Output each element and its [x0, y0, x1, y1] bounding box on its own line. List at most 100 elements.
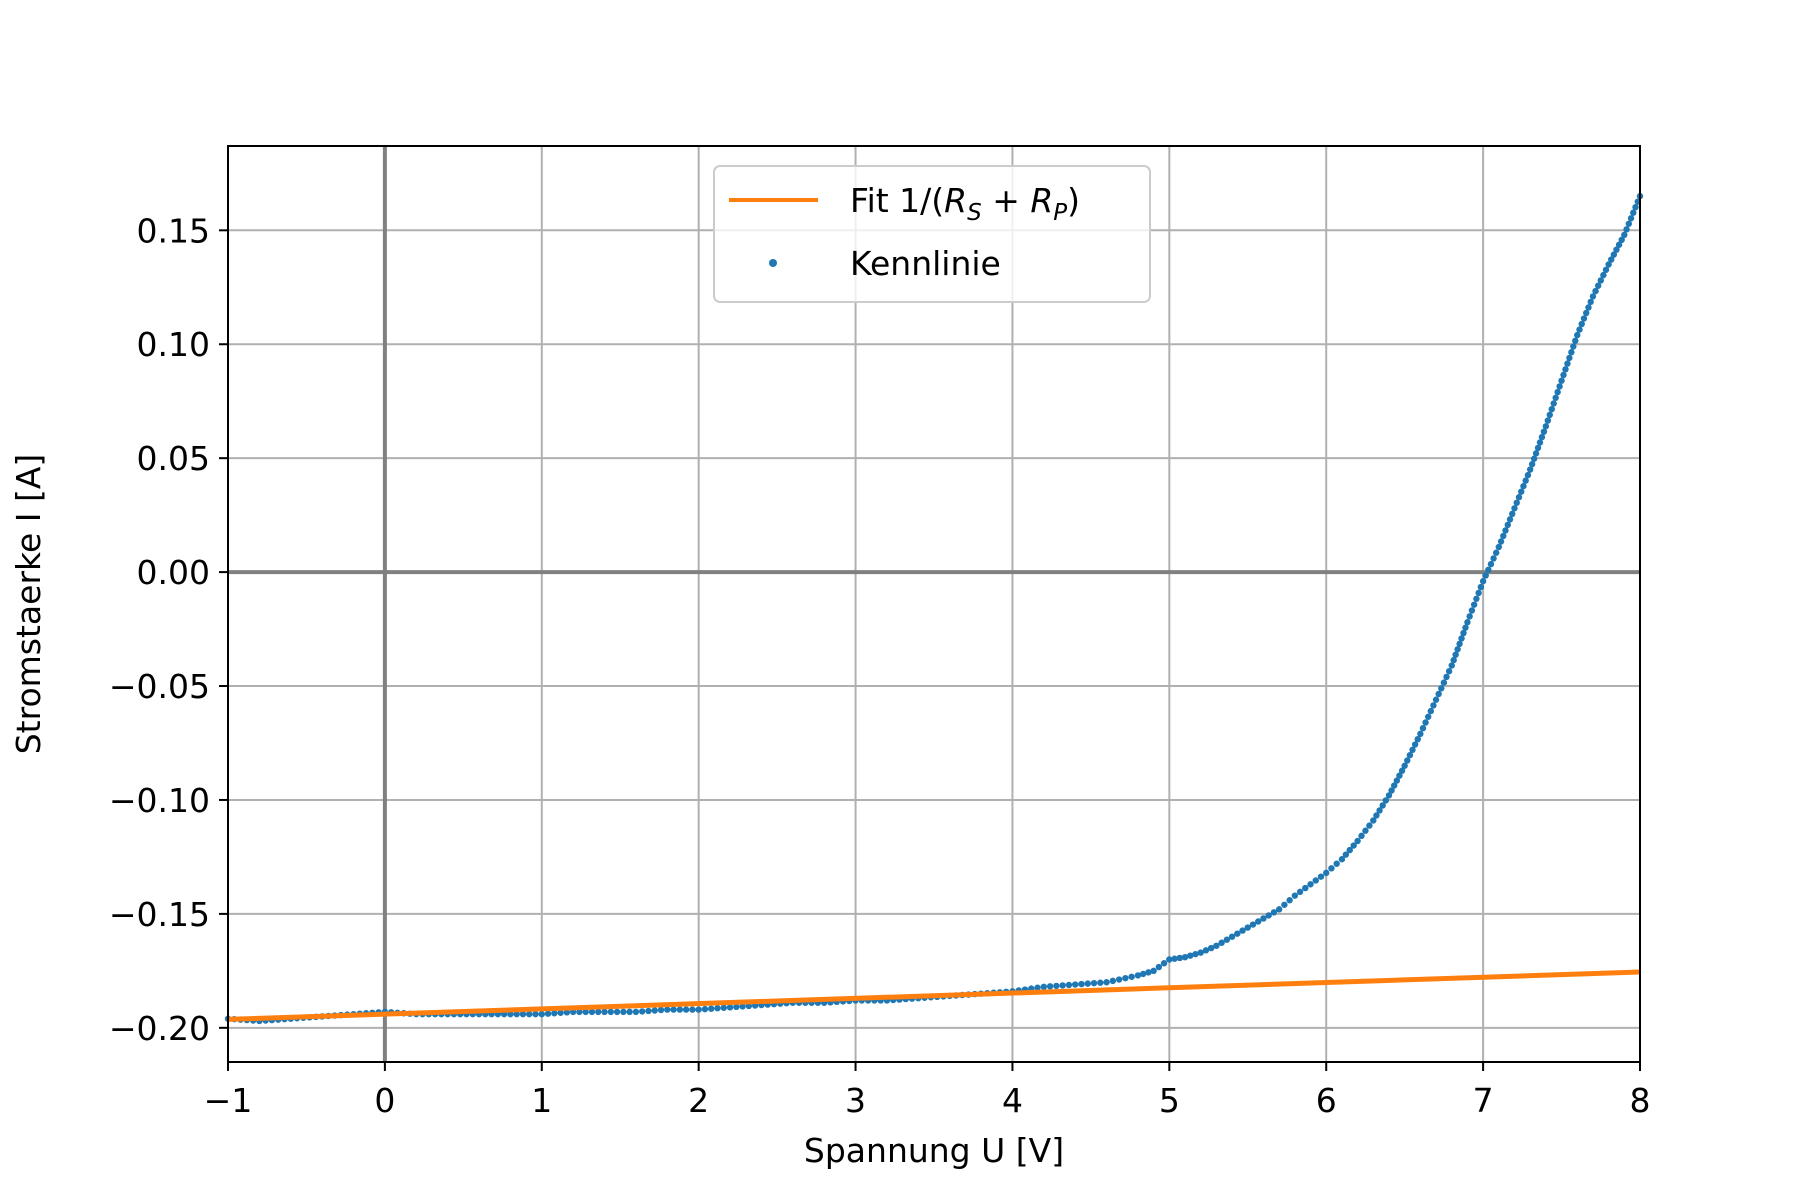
kennlinie-point	[1388, 787, 1395, 794]
kennlinie-point	[1562, 366, 1569, 373]
kennlinie-point	[1452, 651, 1459, 658]
kennlinie-point	[1046, 983, 1054, 990]
kennlinie-point	[595, 1008, 602, 1016]
kennlinie-point	[1621, 231, 1628, 239]
x-tick-label: 8	[1630, 1081, 1651, 1120]
kennlinie-point	[1134, 972, 1142, 979]
kennlinie-point	[1059, 982, 1066, 989]
kennlinie-point	[1350, 842, 1357, 849]
kennlinie-point	[1265, 912, 1272, 919]
kennlinie-point	[1583, 309, 1590, 317]
kennlinie-point	[1602, 266, 1610, 274]
kennlinie-point	[1445, 668, 1453, 675]
kennlinie-point	[1409, 746, 1416, 754]
kennlinie-point	[1218, 939, 1225, 946]
kennlinie-point	[1448, 662, 1455, 669]
kennlinie-point	[1450, 656, 1457, 664]
kennlinie-point	[544, 1010, 552, 1017]
kennlinie-point	[1270, 909, 1278, 916]
kennlinie-point	[1393, 777, 1401, 784]
kennlinie-point	[1495, 543, 1503, 551]
kennlinie-point	[1166, 956, 1173, 963]
kennlinie-point	[1528, 460, 1536, 468]
kennlinie-point	[1103, 979, 1110, 986]
x-tick-label: 5	[1159, 1081, 1180, 1120]
kennlinie-point	[1625, 220, 1632, 227]
kennlinie-point	[1155, 963, 1163, 971]
kennlinie-point	[1506, 516, 1514, 523]
kennlinie-point	[1406, 751, 1414, 759]
kennlinie-point	[638, 1008, 646, 1015]
kennlinie-point	[1615, 241, 1623, 248]
kennlinie-point	[1385, 792, 1393, 799]
kennlinie-point	[1456, 640, 1463, 648]
kennlinie-point	[1460, 629, 1467, 637]
kennlinie-point	[1115, 976, 1123, 983]
kennlinie-point	[1187, 952, 1194, 959]
kennlinie-point	[1550, 400, 1557, 407]
kennlinie-point	[1487, 560, 1495, 568]
kennlinie-point	[532, 1010, 539, 1018]
y-tick-label: 0.15	[137, 211, 210, 250]
kennlinie-point	[1176, 954, 1183, 962]
kennlinie-point	[1323, 869, 1330, 877]
kennlinie-point	[1585, 304, 1592, 311]
kennlinie-point	[1160, 960, 1168, 967]
kennlinie-point	[632, 1008, 640, 1016]
kennlinie-point	[1589, 293, 1597, 300]
kennlinie-point	[1234, 930, 1241, 937]
kennlinie-point	[682, 1006, 690, 1013]
kennlinie-point	[645, 1007, 652, 1015]
kennlinie-point	[1500, 532, 1507, 540]
kennlinie-point	[1379, 802, 1386, 809]
kennlinie-point	[557, 1009, 564, 1016]
kennlinie-point	[1249, 921, 1257, 928]
kennlinie-point	[1490, 555, 1497, 562]
y-tick-label: −0.05	[109, 667, 210, 706]
kennlinie-point	[1558, 377, 1565, 384]
kennlinie-point	[1430, 702, 1437, 709]
kennlinie-point	[1566, 354, 1573, 362]
kennlinie-point	[1072, 981, 1079, 988]
kennlinie-point	[1509, 510, 1516, 518]
legend-fit-label: Fit 1/(RS + RP)	[850, 181, 1080, 226]
kennlinie-point	[1610, 251, 1618, 258]
kennlinie-point	[1202, 947, 1210, 954]
kennlinie-point	[1504, 521, 1511, 529]
kennlinie-point	[1522, 477, 1529, 484]
kennlinie-point	[695, 1006, 702, 1013]
kennlinie-point	[1542, 423, 1550, 430]
kennlinie-point	[1338, 856, 1346, 863]
kennlinie-point	[664, 1006, 671, 1013]
kennlinie-point	[1560, 371, 1567, 379]
kennlinie-point	[1228, 933, 1236, 940]
kennlinie-point	[1502, 527, 1509, 534]
kennlinie-point	[1053, 982, 1060, 990]
kennlinie-point	[1515, 494, 1523, 501]
kennlinie-point	[1417, 730, 1424, 738]
y-tick-label: −0.20	[109, 1009, 210, 1048]
kennlinie-point	[1548, 405, 1555, 413]
kennlinie-point	[526, 1010, 533, 1018]
x-tick-label: −1	[204, 1081, 253, 1120]
y-tick-label: −0.15	[109, 895, 210, 934]
kennlinie-point	[1435, 690, 1442, 698]
kennlinie-point	[1524, 471, 1532, 479]
kennlinie-point	[1286, 897, 1293, 904]
kennlinie-point	[1630, 209, 1637, 216]
x-tick-label: 4	[1002, 1081, 1023, 1120]
kennlinie-point	[1192, 950, 1199, 958]
y-tick-label: −0.10	[109, 781, 210, 820]
kennlinie-point	[1477, 583, 1485, 591]
kennlinie-point	[726, 1004, 734, 1011]
legend: Fit 1/(RS + RP) Kennlinie	[713, 165, 1151, 303]
kennlinie-point	[1404, 757, 1411, 764]
x-tick-label: 3	[845, 1081, 866, 1120]
kennlinie-point	[1532, 450, 1540, 457]
kennlinie-point	[1564, 360, 1571, 367]
kennlinie-point	[1536, 439, 1544, 446]
kennlinie-point	[1362, 827, 1369, 834]
kennlinie-point	[551, 1010, 558, 1017]
kennlinie-point	[1482, 572, 1489, 579]
